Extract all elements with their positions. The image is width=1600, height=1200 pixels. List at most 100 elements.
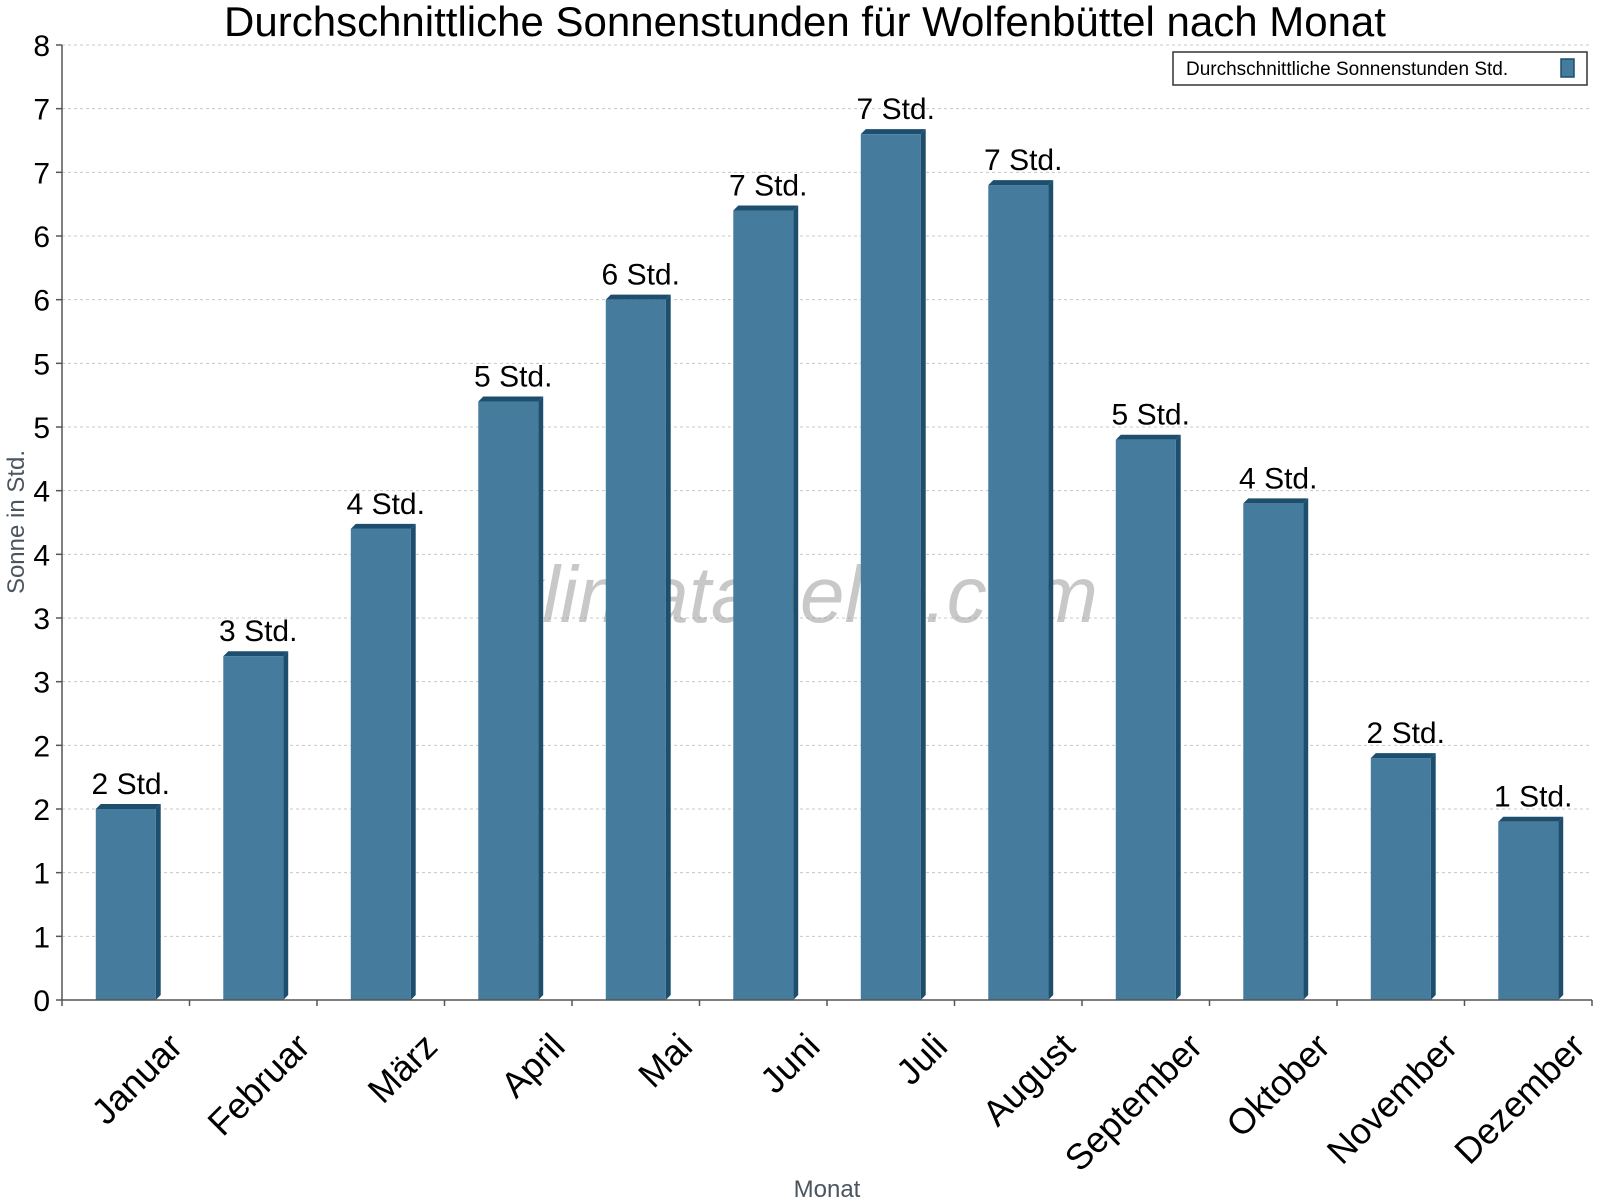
y-tick-label: 0 [33, 985, 50, 1018]
data-label: 3 Std. [219, 615, 297, 648]
bar-top [988, 180, 1054, 186]
y-tick-label: 4 [33, 476, 50, 509]
bar-oktober [1243, 498, 1309, 1000]
bar-face [223, 656, 284, 1000]
gridlines [62, 44, 1592, 937]
y-tick-label: 2 [33, 730, 50, 763]
bar-januar [95, 804, 161, 1000]
x-tick-label: Dezember [1446, 1025, 1592, 1171]
bar-side [1048, 180, 1054, 1001]
data-label: 2 Std. [1367, 717, 1445, 750]
bar-face [478, 401, 539, 1000]
data-label: 4 Std. [1239, 462, 1317, 495]
bar-top [478, 396, 544, 402]
bar-face [860, 134, 921, 1001]
bar-face [1498, 821, 1559, 1000]
bar-märz [350, 523, 416, 1000]
y-tick-label: 5 [33, 412, 50, 445]
bar-side [1430, 753, 1436, 1000]
x-tick-label: Oktober [1218, 1025, 1338, 1145]
y-tick-labels: 0 1 1 2 2 3 3 4 4 5 5 6 6 7 7 8 [33, 30, 50, 1018]
data-label: 1 Std. [1494, 781, 1572, 814]
bar-side [410, 523, 416, 1000]
x-tick-label: Juni [752, 1025, 828, 1101]
bar-side [155, 804, 161, 1000]
legend: Durchschnittliche Sonnenstunden Std. [1172, 51, 1588, 86]
bar-top [350, 523, 416, 529]
bar-juni [733, 205, 799, 1001]
bar-november [1370, 753, 1436, 1000]
data-label: 5 Std. [1112, 399, 1190, 432]
x-tick-label: Mai [630, 1025, 700, 1095]
legend-label: Durchschnittliche Sonnenstunden Std. [1186, 59, 1508, 80]
bar-side [1175, 434, 1181, 1000]
y-tick-label: 6 [33, 221, 50, 254]
x-axis-title: Monat [794, 1176, 861, 1200]
bar-juli [860, 129, 926, 1001]
bars [95, 129, 1564, 1001]
bar-face [988, 185, 1049, 1001]
bar-side [920, 129, 926, 1001]
x-tick-label: August [974, 1025, 1082, 1133]
x-tick-label: November [1319, 1025, 1465, 1171]
bar-september [1115, 434, 1181, 1000]
chart-title: Durchschnittliche Sonnenstunden für Wolf… [224, 0, 1386, 45]
x-tick-label: Januar [83, 1025, 190, 1132]
legend-swatch [1560, 58, 1575, 78]
y-tick-label: 7 [33, 94, 50, 127]
y-tick-label: 5 [33, 348, 50, 381]
y-tick-label: 1 [33, 921, 50, 954]
bar-face [1370, 758, 1431, 1000]
y-tick-label: 7 [33, 157, 50, 190]
x-tick-labels: Januar Februar März April Mai Juni Juli AugustS… [83, 1025, 1592, 1179]
data-labels: 2 Std. 3 Std. 4 Std. 5 Std. 6 Std. 7 Std. 7 St… [92, 93, 1573, 814]
bar-face [1243, 503, 1304, 1000]
bar-dezember [1498, 816, 1564, 1000]
bar-side [1303, 498, 1309, 1000]
bar-side [793, 205, 799, 1001]
bar-top [733, 205, 799, 211]
bar-april [478, 396, 544, 1000]
data-label: 6 Std. [602, 259, 680, 292]
legend-box [1172, 51, 1588, 86]
bar-top [223, 651, 289, 657]
axes [56, 44, 1593, 1006]
bar-top [1498, 816, 1564, 822]
y-tick-label: 3 [33, 603, 50, 636]
bar-top [605, 294, 671, 300]
bar-mai [605, 294, 671, 1001]
data-label: 7 Std. [984, 144, 1062, 177]
x-tick-label: März [360, 1025, 446, 1111]
bar-side [538, 396, 544, 1000]
bar-face [605, 299, 666, 1001]
bar-side [283, 651, 289, 1000]
x-tick-label: Februar [199, 1025, 317, 1143]
bar-top [860, 129, 926, 135]
x-tick-label: September [1057, 1025, 1211, 1179]
x-tick-label: April [493, 1025, 573, 1105]
y-tick-label: 4 [33, 539, 50, 572]
y-tick-label: 8 [33, 30, 50, 63]
data-label: 5 Std. [474, 361, 552, 394]
y-axis-title: Sonne in Std. [3, 450, 30, 594]
bar-side [1558, 816, 1564, 1000]
bar-top [95, 804, 161, 809]
data-label: 4 Std. [347, 488, 425, 521]
y-tick-label: 2 [33, 794, 50, 827]
y-tick-label: 6 [33, 285, 50, 318]
data-label: 7 Std. [729, 170, 807, 203]
bar-face [1115, 439, 1176, 1000]
x-tick-label: Juli [888, 1025, 955, 1092]
bar-august [988, 180, 1054, 1001]
bar-februar [223, 651, 289, 1000]
y-tick-label: 1 [33, 858, 50, 891]
bar-top [1370, 753, 1436, 759]
bar-face [350, 528, 411, 1000]
data-label: 2 Std. [92, 768, 170, 801]
bar-top [1115, 434, 1181, 440]
bar-side [665, 294, 671, 1001]
bar-face [733, 210, 794, 1001]
bar-face [95, 809, 156, 1000]
